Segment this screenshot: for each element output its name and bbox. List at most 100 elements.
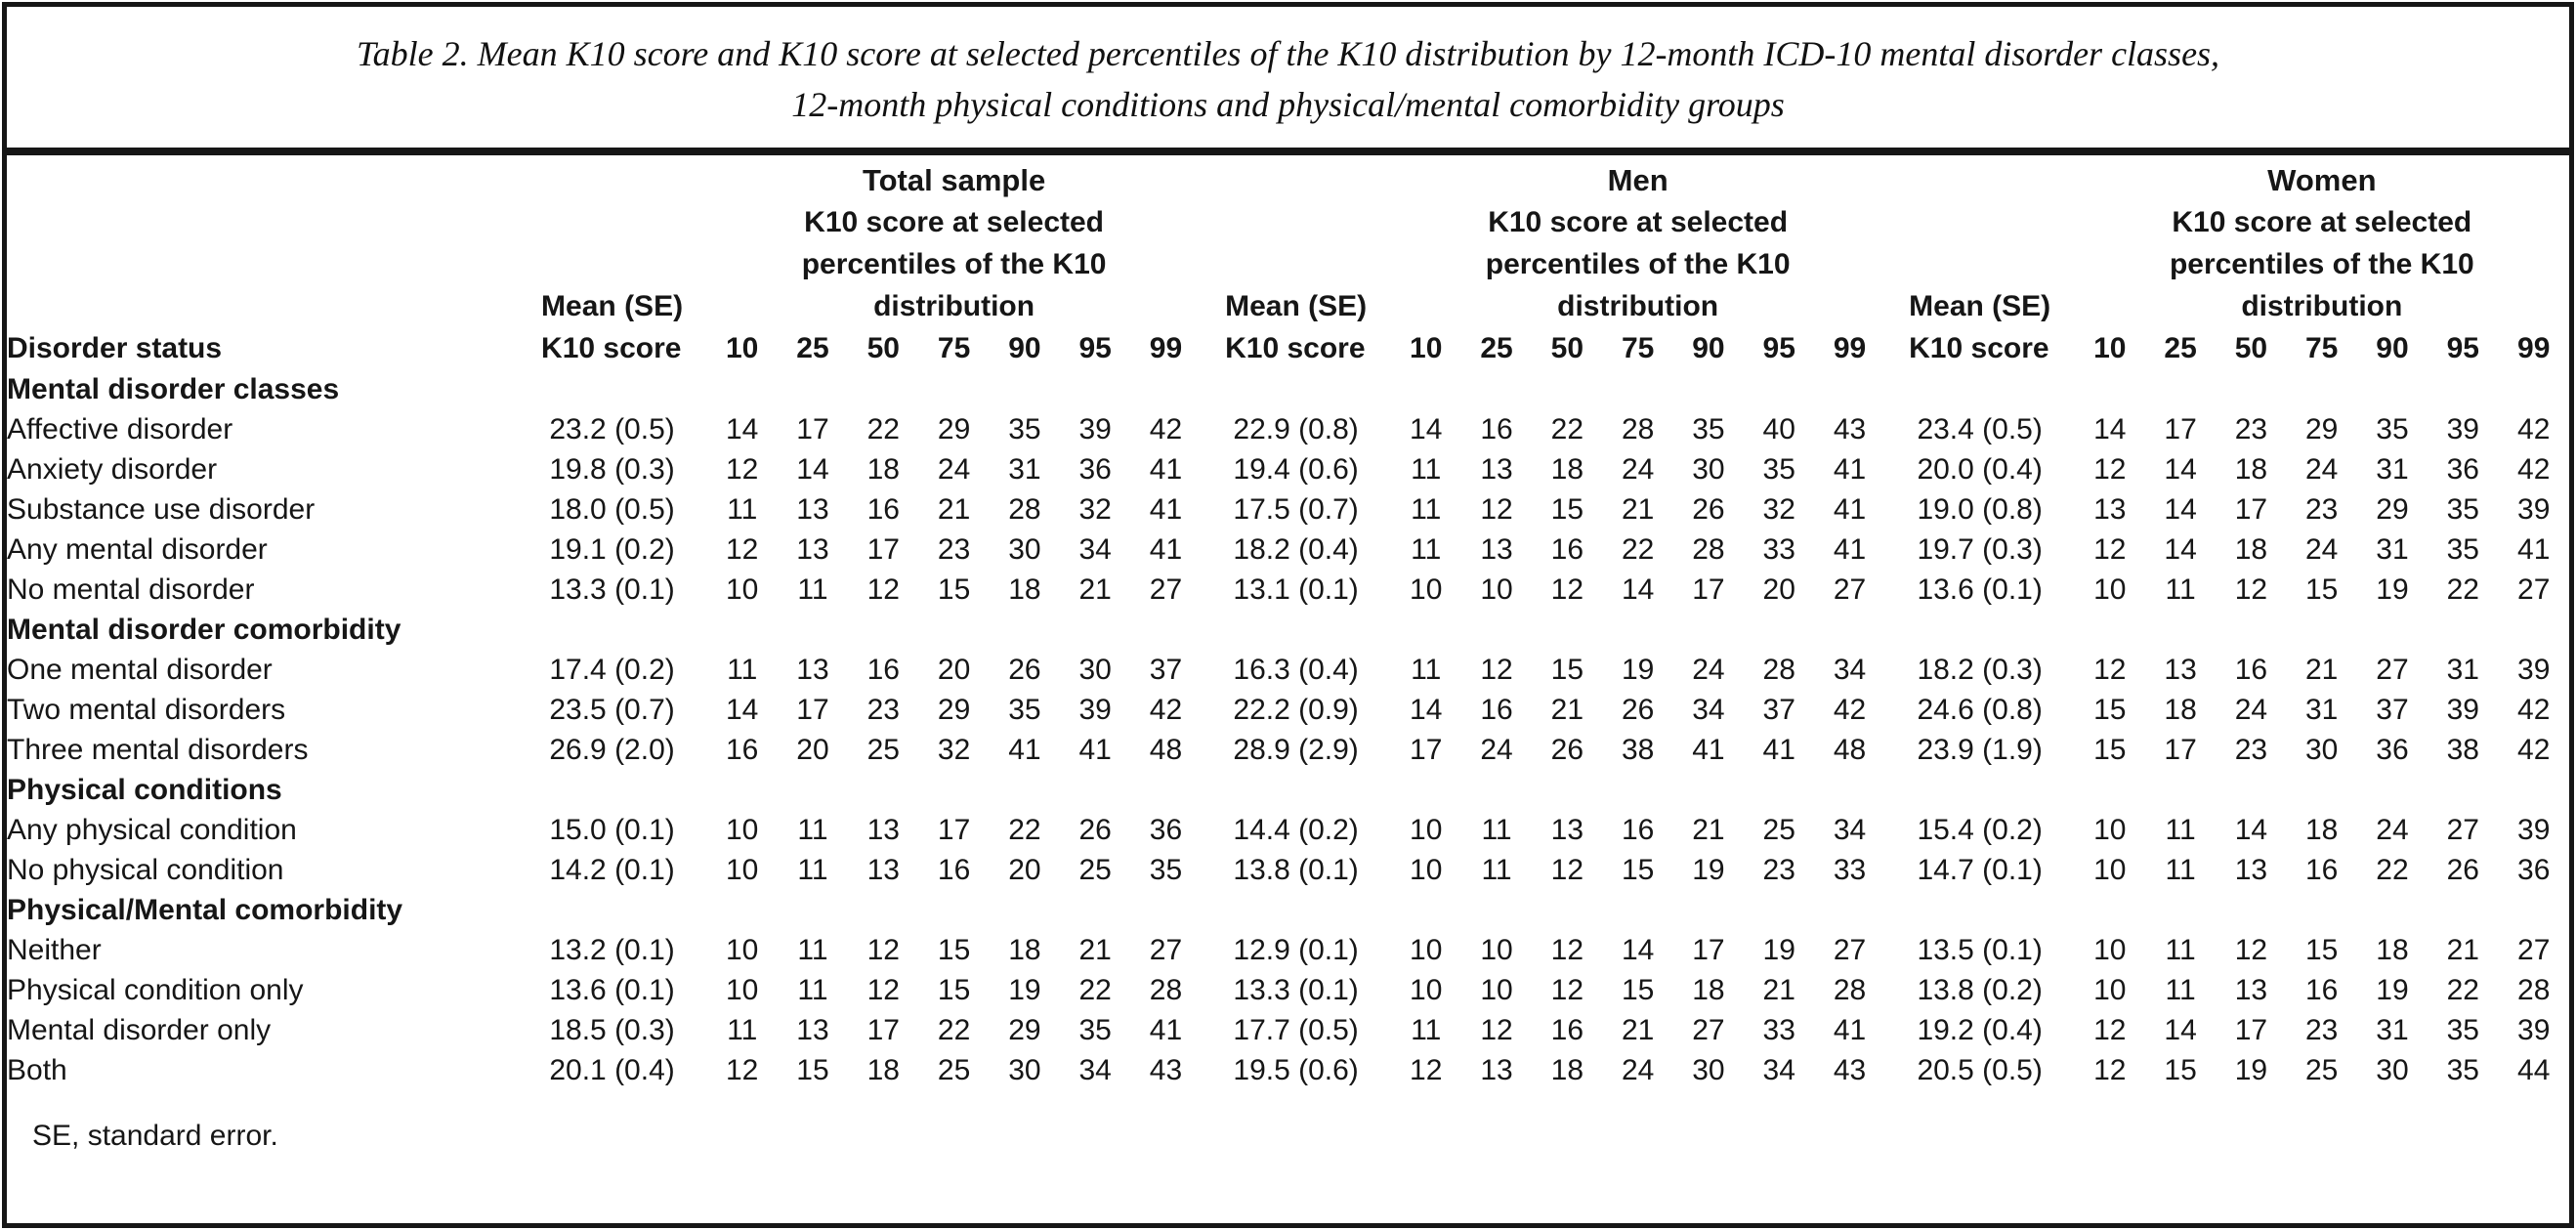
percentile-cell-90-women: 22: [2376, 854, 2409, 886]
mean-cell-women: 20.0 (0.4): [1917, 453, 2043, 486]
percentile-cell-25-women: 15: [2164, 1054, 2197, 1086]
percentile-cell-95-men: 20: [1762, 573, 1795, 606]
percentile-cell-50-total: 13: [866, 814, 900, 846]
header-row-percentile-desc: K10 score at selected percentiles of the …: [7, 201, 2569, 327]
section-label: Physical conditions: [7, 774, 282, 806]
mean-cell-men: 14.4 (0.2): [1233, 814, 1359, 846]
mean-se-header-lines: Mean (SE) K10 score: [1909, 285, 2050, 369]
percentile-cell-50-women: 14: [2234, 814, 2268, 846]
percentile-cell-95-women: 36: [2446, 453, 2479, 486]
percentile-header-95-total: 95: [1078, 332, 1112, 364]
percentile-cell-90-total: 35: [1008, 694, 1041, 726]
percentile-cell-50-total: 12: [866, 934, 900, 966]
percentile-cell-99-women: 39: [2517, 1014, 2551, 1046]
percentile-cell-10-men: 17: [1410, 734, 1443, 766]
row-label: Both: [7, 1054, 67, 1086]
percentile-cell-99-total: 41: [1149, 1014, 1183, 1046]
percentile-cell-90-total: 18: [1008, 934, 1041, 966]
mean-cell-women: 23.4 (0.5): [1917, 413, 2043, 445]
percentile-cell-75-men: 15: [1621, 854, 1655, 886]
mean-se-header-line: Mean (SE): [541, 290, 684, 322]
percentile-header-10-total: 10: [726, 332, 759, 364]
percentile-header-99-men: 99: [1833, 332, 1867, 364]
percentile-cell-90-women: 31: [2376, 533, 2409, 566]
mean-cell-total: 23.5 (0.7): [549, 694, 675, 726]
percentile-cell-99-women: 39: [2517, 493, 2551, 526]
percentile-cell-50-women: 13: [2234, 974, 2268, 1006]
percentile-cell-90-total: 35: [1008, 413, 1041, 445]
percentile-cell-90-men: 18: [1692, 974, 1725, 1006]
percentile-cell-95-women: 26: [2446, 854, 2479, 886]
percentile-cell-75-total: 32: [937, 734, 971, 766]
percentile-cell-50-women: 17: [2234, 1014, 2268, 1046]
percentile-cell-50-women: 17: [2234, 493, 2268, 526]
percentile-cell-95-total: 39: [1078, 694, 1112, 726]
percentile-cell-75-men: 24: [1621, 453, 1655, 486]
percentile-cell-99-men: 41: [1833, 1014, 1867, 1046]
percentile-cell-10-total: 11: [727, 654, 758, 686]
mean-cell-total: 18.5 (0.3): [549, 1014, 675, 1046]
percentile-cell-99-women: 27: [2517, 573, 2551, 606]
mean-se-header: Mean (SE) K10 score: [1885, 159, 2075, 369]
percentile-cell-90-total: 20: [1008, 854, 1041, 886]
percentile-cell-50-total: 16: [866, 654, 900, 686]
percentile-cell-90-women: 36: [2376, 734, 2409, 766]
data-row: No physical condition 14.2 (0.1) 10 11 13 16 2…: [7, 850, 2569, 890]
percentile-cell-95-total: 30: [1078, 654, 1112, 686]
percentile-desc-line: K10 score at selected: [2172, 206, 2472, 238]
percentile-desc-total: K10 score at selected percentiles of the …: [707, 201, 1202, 327]
row-label: No physical condition: [7, 854, 284, 886]
percentile-desc-line: distribution: [2241, 290, 2403, 322]
percentile-cell-95-women: 31: [2446, 654, 2479, 686]
table-footnote: SE, standard error.: [32, 1120, 278, 1152]
percentile-cell-10-total: 14: [726, 413, 759, 445]
percentile-cell-25-total: 17: [796, 413, 829, 445]
mean-cell-total: 15.0 (0.1): [549, 814, 675, 846]
percentile-header-25-women: 25: [2164, 332, 2197, 364]
percentile-cell-10-women: 13: [2093, 493, 2127, 526]
percentile-cell-90-men: 30: [1692, 453, 1725, 486]
percentile-cell-10-men: 14: [1410, 413, 1443, 445]
percentile-cell-99-men: 33: [1833, 854, 1867, 886]
percentile-cell-50-men: 12: [1550, 974, 1584, 1006]
percentile-cell-90-men: 28: [1692, 533, 1725, 566]
percentile-cell-25-women: 14: [2164, 453, 2197, 486]
percentile-cell-95-total: 41: [1078, 734, 1112, 766]
percentile-cell-50-total: 25: [866, 734, 900, 766]
percentile-header-25-total: 25: [796, 332, 829, 364]
data-row: Affective disorder 23.2 (0.5) 14 17 22 29 35 39…: [7, 409, 2569, 449]
percentile-cell-50-total: 13: [866, 854, 900, 886]
percentile-cell-90-women: 27: [2376, 654, 2409, 686]
percentile-cell-95-men: 34: [1762, 1054, 1795, 1086]
percentile-cell-95-total: 36: [1078, 453, 1112, 486]
header-row-percentile-numbers: 10 25 50 75 90 95 99 10 25 50 75 90 95 99 10 25 50 75 90 95…: [7, 327, 2569, 369]
percentile-cell-90-men: 41: [1692, 734, 1725, 766]
percentile-cell-95-men: 41: [1762, 734, 1795, 766]
percentile-cell-10-men: 10: [1410, 814, 1443, 846]
mean-cell-total: 14.2 (0.1): [549, 854, 675, 886]
percentile-cell-25-women: 17: [2164, 413, 2197, 445]
percentile-cell-90-women: 31: [2376, 1014, 2409, 1046]
row-label: Mental disorder only: [7, 1014, 272, 1046]
percentile-cell-90-total: 28: [1008, 493, 1041, 526]
percentile-cell-10-women: 12: [2093, 654, 2127, 686]
percentile-cell-10-women: 15: [2093, 694, 2127, 726]
percentile-cell-95-total: 32: [1078, 493, 1112, 526]
percentile-cell-90-total: 19: [1008, 974, 1041, 1006]
percentile-cell-25-women: 11: [2165, 854, 2196, 886]
mean-cell-total: 13.2 (0.1): [549, 934, 675, 966]
percentile-cell-95-men: 23: [1762, 854, 1795, 886]
percentile-header-99-total: 99: [1149, 332, 1183, 364]
percentile-cell-90-total: 30: [1008, 533, 1041, 566]
percentile-cell-90-men: 34: [1692, 694, 1725, 726]
percentile-cell-50-men: 13: [1550, 814, 1584, 846]
mean-se-header-lines: Mean (SE) K10 score: [1225, 285, 1367, 369]
percentile-cell-75-women: 30: [2304, 734, 2339, 766]
percentile-cell-99-men: 43: [1833, 1054, 1867, 1086]
percentile-cell-99-total: 28: [1149, 974, 1183, 1006]
percentile-cell-90-men: 17: [1692, 934, 1725, 966]
percentile-header-50-women: 50: [2234, 332, 2268, 364]
percentile-desc-line: percentiles of the K10: [2169, 248, 2474, 280]
group-header-total: Total sample: [862, 163, 1046, 197]
row-label: Any mental disorder: [7, 533, 268, 566]
